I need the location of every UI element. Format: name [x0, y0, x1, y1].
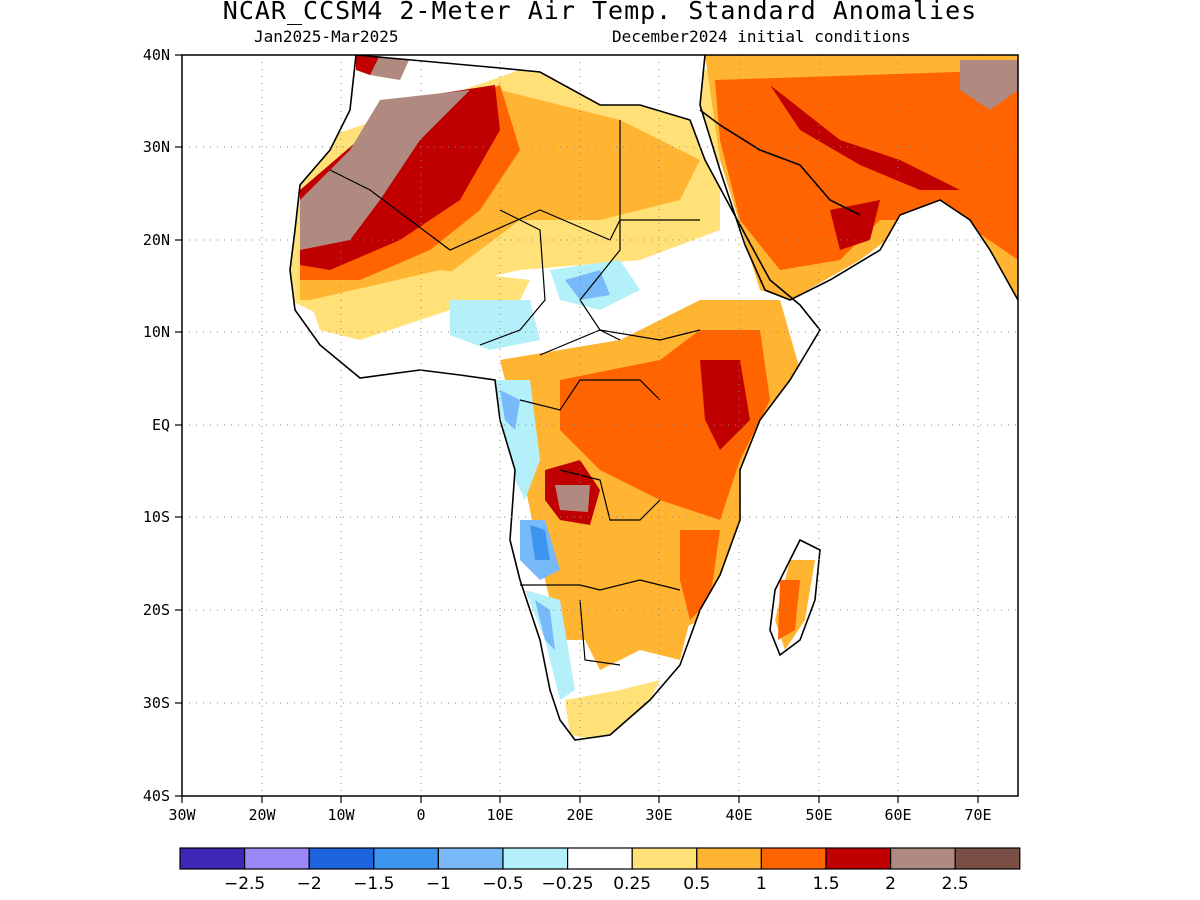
- lat-label: 30N: [143, 138, 170, 156]
- colorbar-swatch: [502, 847, 569, 870]
- colorbar-swatch: [566, 847, 633, 870]
- colorbar-label: 2: [885, 874, 896, 894]
- colorbar-label: −0.5: [482, 874, 523, 894]
- lat-label: 10N: [143, 323, 170, 341]
- lat-label: 40N: [143, 46, 170, 64]
- colorbar-label: 0.5: [683, 874, 710, 894]
- forecast-period: Jan2025-Mar2025: [254, 27, 399, 46]
- colorbar-swatch: [889, 847, 956, 870]
- colorbar-swatch: [954, 847, 1021, 870]
- map-title: NCAR_CCSM4 2-Meter Air Temp. Standard An…: [222, 0, 978, 25]
- colorbar-swatch: [179, 847, 246, 870]
- lon-label: 60E: [884, 806, 911, 824]
- lon-label: 10E: [486, 806, 513, 824]
- colorbar-label: 1.5: [812, 874, 839, 894]
- colorbar-label: 1: [756, 874, 767, 894]
- lon-label: 10W: [327, 806, 355, 824]
- colorbar-label: −2.5: [224, 874, 265, 894]
- lat-label: 30S: [143, 694, 170, 712]
- colorbar-swatch: [244, 847, 310, 870]
- colorbar-label: −0.25: [542, 874, 594, 894]
- lon-label: 70E: [964, 806, 991, 824]
- colorbar-swatch: [308, 847, 375, 870]
- lon-label: 20W: [248, 806, 276, 824]
- lon-label: 0: [416, 806, 425, 824]
- colorbar-swatch: [437, 847, 504, 870]
- lon-labels: 30W 20W 10W 0 10E 20E 30E 40E 50E 60E 70…: [168, 806, 991, 824]
- lat-label: EQ: [152, 416, 170, 434]
- colorbar-swatch: [631, 847, 698, 870]
- lat-labels: 40N 30N 20N 10N EQ 10S 20S 30S 40S: [143, 46, 170, 805]
- coastlines: [289, 55, 1018, 741]
- colorbar-swatch: [373, 847, 439, 870]
- lat-label: 40S: [143, 787, 170, 805]
- colorbar-label: −1.5: [353, 874, 394, 894]
- colorbar: [179, 847, 1021, 870]
- lon-label: 20E: [566, 806, 593, 824]
- lon-label: 50E: [805, 806, 832, 824]
- lon-label: 30E: [645, 806, 672, 824]
- colorbar-swatch: [696, 847, 762, 870]
- colorbar-labels: −2.5 −2 −1.5 −1 −0.5 −0.25 0.25 0.5 1 1.5 2 2.5: [224, 874, 969, 894]
- colorbar-swatch: [760, 847, 827, 870]
- colorbar-label: 0.25: [613, 874, 651, 894]
- initial-conditions: December2024 initial conditions: [612, 27, 911, 46]
- colorbar-label: −1: [426, 874, 451, 894]
- colorbar-label: −2: [297, 874, 322, 894]
- lon-label: 30W: [168, 806, 196, 824]
- colorbar-label: 2.5: [942, 874, 969, 894]
- colorbar-swatch: [825, 847, 892, 870]
- lat-label: 20S: [143, 601, 170, 619]
- lon-label: 40E: [725, 806, 752, 824]
- lat-label: 20N: [143, 231, 170, 249]
- axis-ticks: [175, 54, 979, 803]
- lat-label: 10S: [143, 508, 170, 526]
